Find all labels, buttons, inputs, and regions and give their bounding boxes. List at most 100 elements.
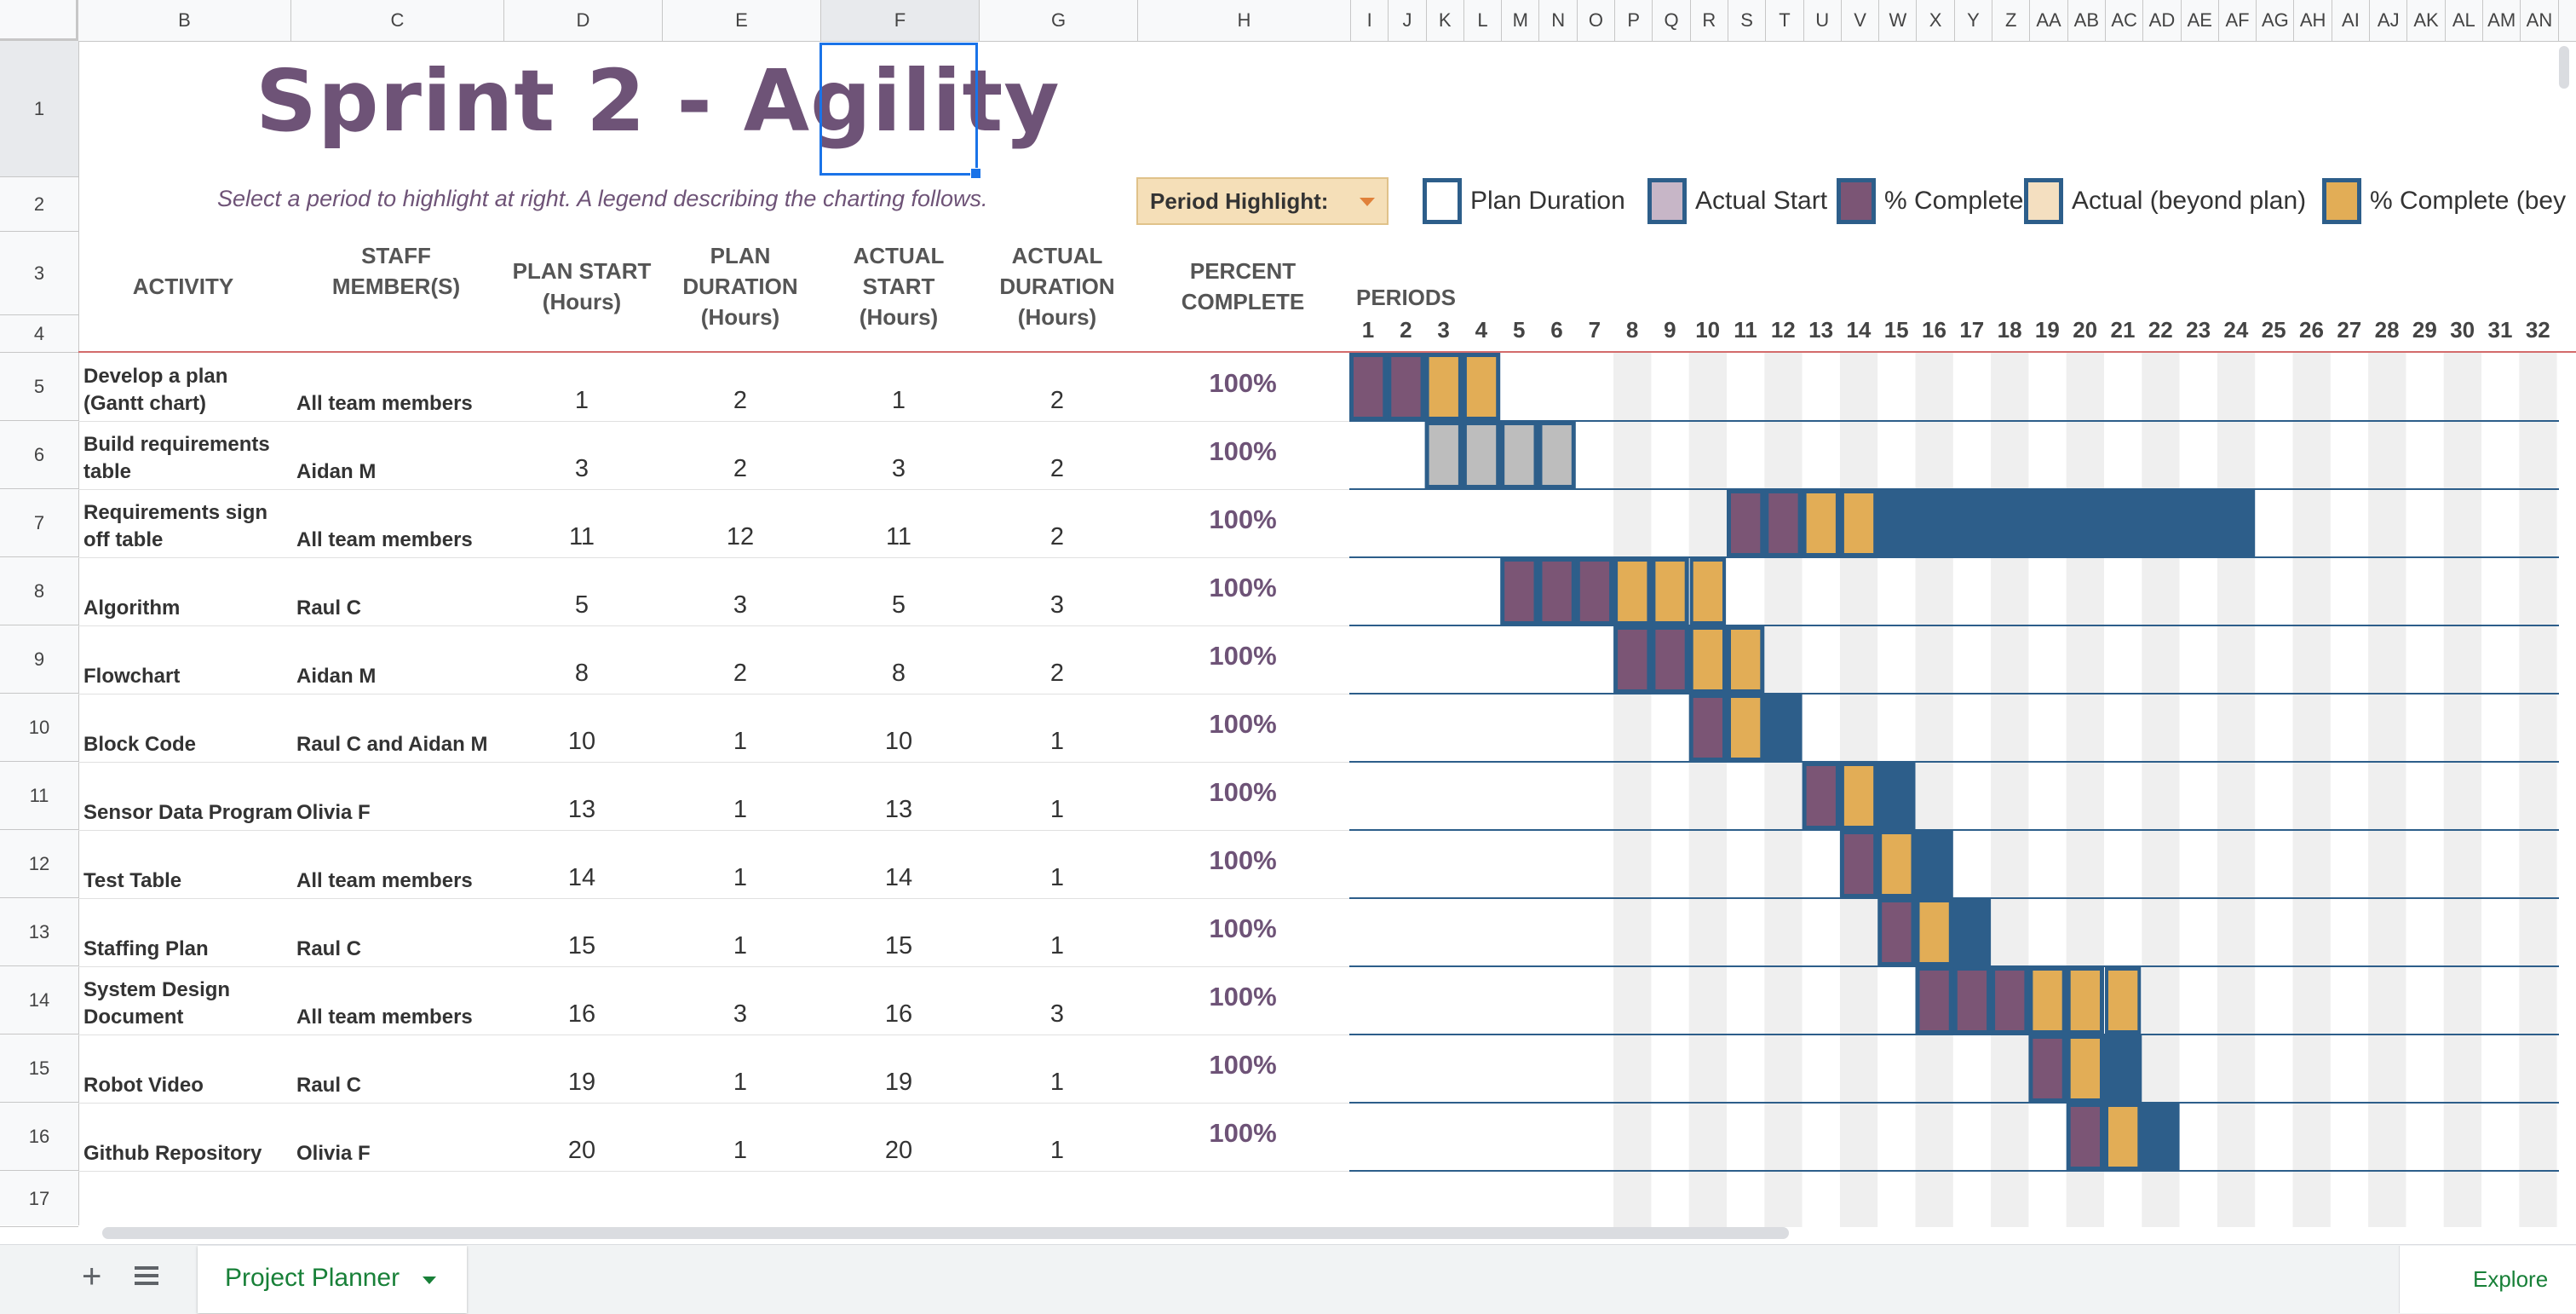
- horizontal-scrollbar[interactable]: [102, 1227, 1789, 1239]
- column-header-AK[interactable]: AK: [2407, 0, 2446, 41]
- column-header-H[interactable]: H: [1138, 0, 1351, 41]
- column-header-AF[interactable]: AF: [2219, 0, 2257, 41]
- row-header-6[interactable]: 6: [0, 421, 78, 489]
- column-header-V[interactable]: V: [1842, 0, 1880, 41]
- column-header-L[interactable]: L: [1464, 0, 1503, 41]
- column-header-AJ[interactable]: AJ: [2370, 0, 2408, 41]
- actual-duration: 1: [1049, 796, 1065, 823]
- column-header-F[interactable]: F: [821, 0, 980, 41]
- sheet-tab-project-planner[interactable]: Project Planner: [198, 1246, 467, 1313]
- row-header-4[interactable]: 4: [0, 315, 78, 353]
- row-divider: [78, 830, 1349, 831]
- fill-handle[interactable]: [970, 168, 981, 179]
- column-header-AC[interactable]: AC: [2106, 0, 2144, 41]
- column-header-AM[interactable]: AM: [2483, 0, 2521, 41]
- actual-progress-cell: [1388, 354, 1424, 420]
- column-header-Q[interactable]: Q: [1653, 0, 1691, 41]
- sheet-tab-caret-icon[interactable]: [423, 1277, 436, 1284]
- plan-start: 20: [567, 1137, 596, 1164]
- plan-duration: 1: [733, 728, 748, 755]
- add-sheet-icon[interactable]: +: [82, 1258, 102, 1295]
- actual-progress-cell: [1728, 626, 1764, 693]
- column-header-AB[interactable]: AB: [2068, 0, 2106, 41]
- row-header-14[interactable]: 14: [0, 966, 78, 1034]
- percent-complete: 100%: [1209, 641, 1277, 671]
- header-plan-duration: PLAN DURATION (Hours): [682, 243, 798, 330]
- explore-button[interactable]: Explore: [2399, 1246, 2576, 1313]
- column-header-O[interactable]: O: [1578, 0, 1616, 41]
- row-header-11[interactable]: 11: [0, 762, 78, 830]
- activity-name: Block Code: [83, 733, 197, 756]
- column-header-T[interactable]: T: [1766, 0, 1804, 41]
- row-header-7[interactable]: 7: [0, 489, 78, 557]
- column-header-J[interactable]: J: [1389, 0, 1427, 41]
- row-header-1[interactable]: 1: [0, 41, 78, 177]
- row-header-2[interactable]: 2: [0, 177, 78, 232]
- row-divider: [78, 898, 1349, 899]
- column-header-AH[interactable]: AH: [2295, 0, 2332, 41]
- column-header-M[interactable]: M: [1502, 0, 1540, 41]
- column-header-D[interactable]: D: [504, 0, 663, 41]
- period-number: 30: [2450, 317, 2475, 343]
- column-header-U[interactable]: U: [1804, 0, 1842, 41]
- column-header-P[interactable]: P: [1615, 0, 1653, 41]
- column-header-AN[interactable]: AN: [2521, 0, 2559, 41]
- plan-duration: 1: [733, 932, 748, 960]
- chart-row-line: [1349, 761, 2559, 763]
- row-header-5[interactable]: 5: [0, 353, 78, 421]
- column-header-X[interactable]: X: [1918, 0, 1955, 41]
- period-stripe: [1991, 353, 2029, 1227]
- actual-start: 14: [884, 864, 913, 891]
- column-header-AD[interactable]: AD: [2143, 0, 2182, 41]
- column-header-K[interactable]: K: [1427, 0, 1464, 41]
- column-header-W[interactable]: W: [1879, 0, 1918, 41]
- row-header-15[interactable]: 15: [0, 1034, 78, 1103]
- row-header-13[interactable]: 13: [0, 898, 78, 966]
- column-header-AA[interactable]: AA: [2030, 0, 2068, 41]
- actual-progress-cell: [1840, 831, 1877, 897]
- row-header-3[interactable]: 3: [0, 232, 78, 315]
- column-header-S[interactable]: S: [1728, 0, 1767, 41]
- column-header-Y[interactable]: Y: [1955, 0, 1993, 41]
- row-header-17[interactable]: 17: [0, 1171, 78, 1227]
- instructions-text: Select a period to highlight at right. A…: [217, 186, 988, 211]
- column-header-B[interactable]: B: [78, 0, 291, 41]
- actual-progress-cell: [1803, 490, 1839, 556]
- vertical-scrollbar[interactable]: [2559, 46, 2569, 89]
- select-all-corner[interactable]: [0, 0, 78, 41]
- row-header-9[interactable]: 9: [0, 625, 78, 694]
- actual-start: 16: [884, 1000, 913, 1028]
- row-header-16[interactable]: 16: [0, 1103, 78, 1171]
- column-header-Z[interactable]: Z: [1992, 0, 2031, 41]
- actual-start: 8: [891, 660, 906, 687]
- actual-progress-cell: [2029, 967, 2066, 1034]
- column-header-C[interactable]: C: [291, 0, 504, 41]
- chart-row-line: [1349, 693, 2559, 694]
- plan-start: 13: [567, 796, 596, 823]
- selected-cell-F1[interactable]: [819, 43, 981, 179]
- row-header-12[interactable]: 12: [0, 830, 78, 898]
- row-divider: [78, 625, 1349, 626]
- column-header-E[interactable]: E: [663, 0, 821, 41]
- column-header-AL[interactable]: AL: [2446, 0, 2483, 41]
- actual-progress-cell: [1576, 558, 1613, 625]
- actual-progress-cell: [1538, 558, 1575, 625]
- period-highlight-dropdown[interactable]: Period Highlight:: [1136, 177, 1389, 225]
- percent-complete: 100%: [1209, 913, 1277, 943]
- column-header-N[interactable]: N: [1540, 0, 1578, 41]
- plan-start: 5: [574, 591, 589, 619]
- column-header-AE[interactable]: AE: [2182, 0, 2219, 41]
- row-header-10[interactable]: 10: [0, 694, 78, 762]
- staff-member: All team members: [296, 1006, 473, 1029]
- row-header-8[interactable]: 8: [0, 557, 78, 625]
- column-header-AI[interactable]: AI: [2332, 0, 2371, 41]
- legend-swatch-beyond: [2024, 178, 2063, 224]
- staff-member: Raul C: [296, 937, 362, 960]
- column-header-R[interactable]: R: [1691, 0, 1728, 41]
- column-header-I[interactable]: I: [1351, 0, 1389, 41]
- all-sheets-menu-icon[interactable]: [135, 1266, 158, 1287]
- plan-duration: 3: [733, 591, 748, 619]
- row-divider: [78, 1103, 1349, 1104]
- column-header-G[interactable]: G: [980, 0, 1138, 41]
- column-header-AG[interactable]: AG: [2257, 0, 2295, 41]
